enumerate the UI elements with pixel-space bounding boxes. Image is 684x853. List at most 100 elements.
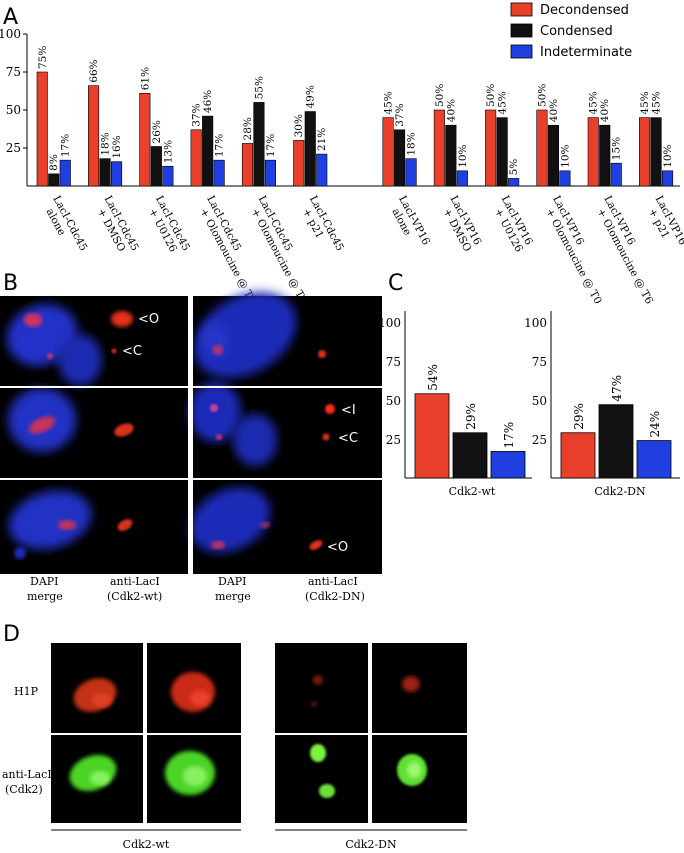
bar-a-decondensed: [433, 109, 445, 187]
b-r2-dapi-dn: [189, 382, 277, 466]
bar-a-indeterminate: [661, 170, 674, 187]
chart-c-ytick-label: 75: [532, 355, 547, 369]
bar-a-decondensed: [382, 117, 394, 187]
marker-c-1: <C: [122, 344, 142, 359]
bar-c-decondensed: [560, 432, 596, 479]
bar-a-label: 66%: [88, 59, 100, 82]
bar-a-label: 17%: [214, 134, 226, 157]
bar-a-condensed: [547, 124, 560, 187]
bar-a-label: 45%: [383, 91, 395, 114]
bar-a-label: 21%: [316, 128, 328, 151]
bar-a-condensed: [150, 146, 162, 187]
b-r2-anti-wt: [114, 423, 134, 437]
bar-a-label: 45%: [639, 91, 651, 114]
bar-a-decondensed: [587, 117, 599, 187]
d-row-label-cdk2: (Cdk2): [5, 783, 43, 796]
bar-a-condensed: [393, 129, 406, 187]
chart-a-category: LacI-Cdc45+ DMSO: [95, 194, 141, 254]
bar-a-decondensed: [536, 109, 548, 187]
bar-a-condensed: [599, 124, 611, 187]
bar-a-condensed: [202, 115, 214, 187]
d-separator-row-dn: [275, 733, 467, 735]
marker-o-2: <O: [327, 540, 348, 555]
bar-a-label: 13%: [162, 140, 174, 163]
bar-a-indeterminate: [162, 165, 174, 187]
chart-a-category: LacI-Cdc45+ U0126: [146, 194, 192, 255]
bar-c-decondensed: [414, 393, 450, 479]
legend-swatch-decondensed: [510, 2, 533, 17]
b-r3-dapi-dn: [189, 487, 271, 553]
b-separator-row1: [0, 386, 382, 388]
bar-a-label: 8%: [48, 154, 60, 171]
b-r2-anti-dn: <I <C: [322, 403, 358, 446]
legend-label-decondensed: Decondensed: [540, 3, 629, 18]
chart-c-ytick-label: 100: [378, 316, 401, 330]
d-laci-wt-2: [165, 751, 215, 795]
bar-a-label: 40%: [445, 99, 457, 122]
bar-c-indeterminate: [490, 451, 526, 479]
d-separator-row-wt: [51, 733, 241, 735]
bar-a-decondensed: [36, 71, 48, 187]
chart-c-ytick-label: 50: [386, 394, 401, 408]
caption-anti-2b: (Cdk2-DN): [305, 590, 365, 603]
marker-o-1: <O: [138, 312, 159, 327]
bar-a-condensed: [48, 173, 60, 187]
bar-a-indeterminate: [508, 178, 520, 187]
bar-a-label: 18%: [100, 132, 112, 155]
bar-a-indeterminate: [59, 159, 71, 187]
bar-a-label: 28%: [242, 117, 254, 140]
bar-a-indeterminate: [405, 158, 417, 187]
bar-a-label: 16%: [111, 135, 123, 158]
bar-a-label: 45%: [497, 91, 509, 114]
bar-a-decondensed: [190, 129, 202, 187]
bar-c-condensed: [598, 404, 634, 479]
chart-a-ytick-label: 50: [6, 103, 21, 117]
bar-c-label: 24%: [648, 411, 662, 438]
bar-a-label: 50%: [485, 84, 497, 107]
legend-swatch-indeterminate: [510, 44, 533, 59]
chart-c-cdk2-dn: 25 50 75 100 29% 47% 24% Cdk2-DN: [524, 311, 680, 498]
bar-c-label: 29%: [572, 403, 586, 430]
panel-letter-d: D: [3, 622, 20, 647]
caption-anti-1b: (Cdk2-wt): [107, 590, 162, 603]
panel-letter-a: A: [3, 5, 18, 30]
bar-c-label: 54%: [426, 364, 440, 391]
bar-a-label: 17%: [60, 134, 72, 157]
bar-a-label: 10%: [457, 144, 469, 167]
bar-a-label: 61%: [139, 67, 151, 90]
b-separator-vertical: [188, 296, 193, 574]
caption-anti-1a: anti-LacI: [110, 575, 160, 588]
bar-a-label: 55%: [253, 76, 265, 99]
chart-a-category: LacI-VP16+ U0126: [492, 194, 535, 255]
bar-a-label: 5%: [508, 159, 520, 176]
bar-a-label: 45%: [651, 91, 663, 114]
d-row-label-h1p: H1P: [14, 685, 39, 698]
bar-a-decondensed: [139, 92, 151, 187]
chart-a-ytick-label: 75: [6, 65, 21, 79]
b-r1-dapi-wt: [6, 304, 102, 386]
bar-a-label: 30%: [293, 114, 305, 137]
bar-a-decondensed: [638, 117, 651, 187]
chart-a-category: LacI-Cdc45+ p21: [300, 194, 346, 253]
chart-c-ytick-label: 100: [524, 316, 547, 330]
d-row-label-laci: anti-LacI: [2, 768, 52, 781]
bar-a-condensed: [99, 158, 111, 187]
bar-a-label: 40%: [548, 99, 560, 122]
panel-letter-c: C: [388, 271, 403, 296]
chart-c-ytick-label: 25: [386, 433, 401, 447]
d-group-label-dn: Cdk2-DN: [345, 838, 397, 851]
bar-a-decondensed: [485, 109, 497, 187]
bar-c-label: 47%: [610, 375, 624, 402]
bar-a-label: 37%: [394, 103, 406, 126]
legend-swatch-condensed: [510, 23, 533, 38]
bar-a-label: 17%: [265, 134, 277, 157]
chart-a-legend: Decondensed Condensed Indeterminate: [510, 2, 632, 60]
bar-a-label: 18%: [406, 132, 418, 155]
panel-letter-b: B: [3, 271, 18, 296]
panel-b-micrographs: <O <C: [0, 292, 382, 603]
marker-c-2: <C: [338, 431, 358, 446]
